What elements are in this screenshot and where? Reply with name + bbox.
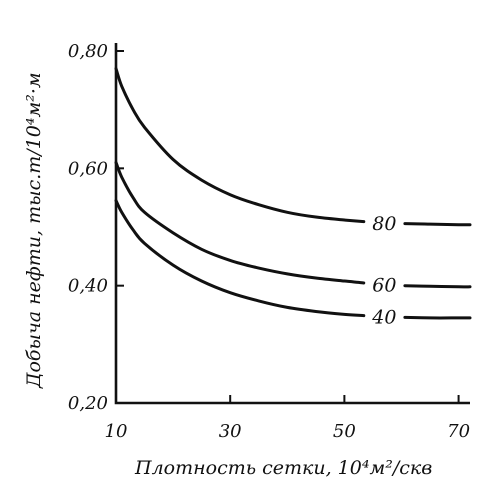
series-line-40 bbox=[114, 199, 366, 318]
x-axis-label: Плотность сетки, 10⁴м²/скв bbox=[134, 457, 432, 479]
y-axis-label: Добыча нефти, тыс.т/10⁴м²·м bbox=[23, 72, 45, 389]
x-tick-label: 70 bbox=[447, 421, 470, 442]
series-line-60 bbox=[114, 161, 366, 285]
x-tick-label: 30 bbox=[219, 421, 242, 442]
series-line-80 bbox=[114, 67, 366, 224]
series-curves: 80 60 40 bbox=[114, 67, 472, 329]
series-line-80-tail bbox=[403, 222, 472, 227]
series-label-80: 80 bbox=[372, 213, 396, 235]
series-label-40: 40 bbox=[371, 307, 396, 329]
series-label-60: 60 bbox=[372, 275, 396, 297]
series-line-60-tail bbox=[403, 284, 472, 289]
series-line-40-tail bbox=[403, 315, 472, 320]
x-tick-label: 50 bbox=[333, 421, 356, 442]
ticks: 0,20 0,40 0,60 0,80 10 30 50 70 bbox=[68, 41, 470, 442]
labels: Плотность сетки, 10⁴м²/скв Добыча нефти,… bbox=[23, 72, 432, 479]
y-tick-label: 0,60 bbox=[68, 158, 108, 179]
x-tick-label: 10 bbox=[105, 421, 128, 442]
y-tick-label: 0,80 bbox=[68, 41, 108, 62]
y-tick-label: 0,40 bbox=[68, 276, 108, 297]
y-tick-label: 0,20 bbox=[68, 393, 108, 414]
